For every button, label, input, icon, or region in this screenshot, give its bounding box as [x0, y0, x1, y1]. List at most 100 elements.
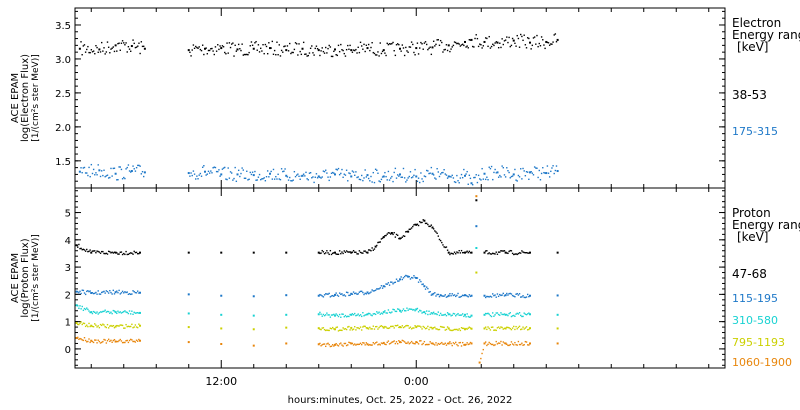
proton-point: [376, 311, 378, 313]
electron-point: [524, 44, 527, 46]
electron-point: [320, 50, 322, 52]
electron-point: [342, 176, 344, 179]
proton-point: [110, 291, 112, 294]
proton-point: [427, 343, 429, 346]
electron-point: [482, 45, 485, 47]
proton-point: [497, 251, 500, 253]
proton-point: [395, 324, 398, 327]
electron-point: [335, 168, 337, 171]
proton-point: [377, 241, 379, 244]
proton-point: [131, 293, 133, 295]
proton-point: [428, 343, 430, 346]
proton-point: [407, 341, 409, 343]
proton-point: [417, 281, 420, 283]
proton-point: [138, 323, 140, 325]
proton-point: [513, 344, 515, 346]
electron-point: [257, 176, 260, 178]
electron-point: [351, 51, 354, 53]
proton-point: [370, 328, 372, 330]
proton-point: [488, 313, 490, 315]
proton-point: [111, 293, 113, 295]
proton-point: [489, 253, 492, 255]
proton-plot-frame: [74, 187, 726, 369]
proton-point: [447, 327, 450, 330]
proton-point: [348, 341, 350, 344]
proton-point: [111, 341, 113, 343]
electron-point: [295, 43, 298, 45]
electron-point: [408, 46, 410, 48]
proton-point: [406, 230, 408, 233]
electron-point: [432, 40, 435, 43]
electron-point: [386, 179, 388, 181]
proton-point: [442, 244, 444, 246]
electron-point: [254, 42, 256, 44]
electron-point: [544, 47, 546, 50]
proton-point: [79, 247, 81, 250]
proton-point: [125, 340, 127, 342]
electron-point: [279, 178, 282, 181]
proton-point: [499, 293, 501, 296]
electron-point: [247, 54, 249, 56]
electron-point: [278, 44, 280, 46]
proton-point: [96, 293, 98, 295]
electron-point: [336, 54, 339, 57]
proton-point: [83, 292, 86, 294]
proton-point: [359, 251, 362, 254]
proton-point: [425, 222, 428, 225]
proton-point: [355, 292, 357, 294]
proton-point: [333, 328, 335, 330]
proton-point: [430, 326, 433, 329]
proton-point: [335, 326, 337, 329]
proton-point: [109, 251, 111, 253]
electron-point: [306, 178, 308, 180]
proton-point: [187, 293, 190, 296]
proton-point: [80, 292, 82, 295]
electron-point: [226, 178, 228, 181]
proton-point: [328, 292, 330, 295]
electron-point: [507, 41, 509, 44]
electron-point: [316, 177, 319, 179]
proton-point: [95, 291, 97, 294]
electron-point: [88, 166, 90, 169]
electron-point: [189, 175, 191, 177]
proton-point: [511, 343, 514, 345]
electron-ylabel-line-1: ACE EPAM: [10, 73, 21, 123]
proton-point: [488, 327, 490, 330]
proton-point: [117, 291, 119, 294]
proton-point: [386, 327, 388, 329]
proton-point: [399, 278, 401, 281]
proton-point: [369, 312, 371, 315]
electron-point: [359, 178, 362, 181]
proton-point: [90, 311, 93, 314]
proton-point: [81, 289, 83, 291]
proton-point: [484, 250, 487, 252]
proton-point: [384, 343, 386, 345]
proton-point: [322, 327, 325, 329]
proton-point: [119, 311, 121, 313]
electron-point: [289, 176, 291, 179]
proton-point: [100, 250, 103, 253]
electron-point: [441, 41, 443, 44]
proton-point: [388, 343, 391, 345]
proton-point: [98, 293, 101, 295]
proton-point: [355, 251, 357, 254]
proton-point: [425, 327, 428, 329]
proton-point: [110, 339, 112, 342]
proton-point: [435, 231, 437, 233]
proton-point: [80, 247, 82, 250]
proton-point: [517, 326, 520, 329]
proton-point: [400, 276, 402, 278]
proton-point: [469, 252, 472, 254]
electron-point: [444, 173, 446, 175]
proton-point: [102, 323, 104, 325]
electron-point: [119, 49, 121, 51]
proton-point: [330, 314, 333, 316]
electron-point: [272, 168, 275, 171]
electron-point: [446, 49, 449, 52]
proton-point: [100, 291, 103, 294]
proton-point: [510, 315, 513, 318]
proton-point: [131, 339, 133, 341]
electron-point: [370, 175, 372, 178]
proton-point: [370, 344, 372, 346]
